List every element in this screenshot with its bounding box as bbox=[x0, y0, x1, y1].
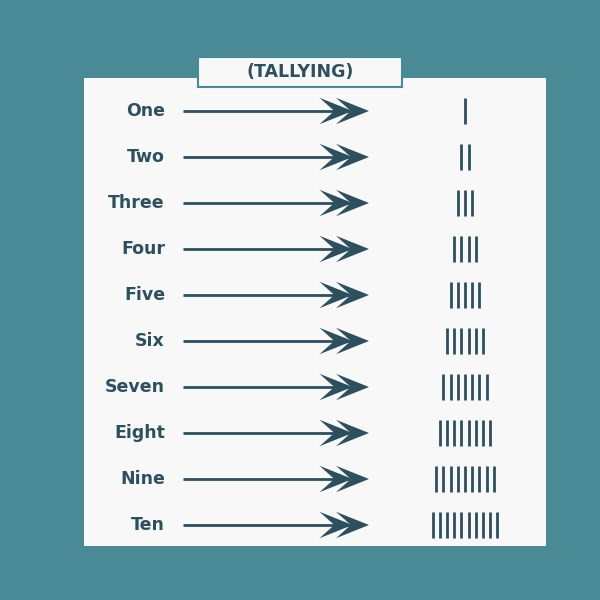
Polygon shape bbox=[320, 374, 353, 400]
Text: Three: Three bbox=[109, 194, 165, 212]
Text: Five: Five bbox=[124, 286, 165, 304]
Polygon shape bbox=[320, 328, 353, 354]
Polygon shape bbox=[336, 236, 369, 262]
Polygon shape bbox=[320, 190, 353, 216]
Polygon shape bbox=[336, 144, 369, 170]
Polygon shape bbox=[336, 98, 369, 124]
Text: (TALLYING): (TALLYING) bbox=[247, 63, 353, 81]
Polygon shape bbox=[320, 144, 353, 170]
Polygon shape bbox=[320, 98, 353, 124]
Polygon shape bbox=[336, 466, 369, 492]
Text: Eight: Eight bbox=[114, 424, 165, 442]
Text: Seven: Seven bbox=[105, 378, 165, 396]
Text: Six: Six bbox=[135, 332, 165, 350]
Text: One: One bbox=[126, 102, 165, 120]
FancyBboxPatch shape bbox=[198, 57, 402, 87]
Text: Ten: Ten bbox=[131, 516, 165, 534]
Polygon shape bbox=[336, 190, 369, 216]
Polygon shape bbox=[320, 466, 353, 492]
Polygon shape bbox=[320, 282, 353, 308]
Text: Nine: Nine bbox=[120, 470, 165, 488]
FancyBboxPatch shape bbox=[84, 78, 546, 546]
Text: Two: Two bbox=[127, 148, 165, 166]
Polygon shape bbox=[336, 328, 369, 354]
Polygon shape bbox=[336, 374, 369, 400]
Polygon shape bbox=[336, 420, 369, 446]
Polygon shape bbox=[320, 512, 353, 538]
Polygon shape bbox=[336, 282, 369, 308]
Polygon shape bbox=[320, 420, 353, 446]
Polygon shape bbox=[336, 512, 369, 538]
Polygon shape bbox=[320, 236, 353, 262]
Text: Four: Four bbox=[121, 240, 165, 258]
